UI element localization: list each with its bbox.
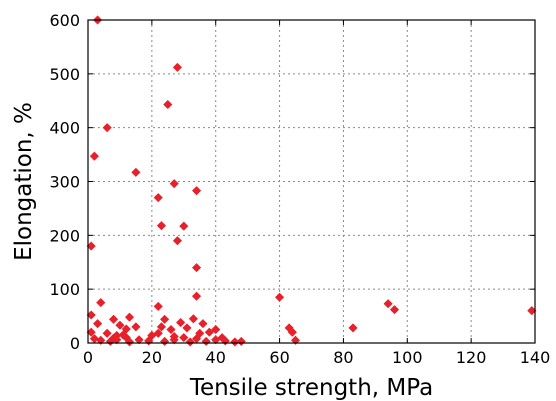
data-point: [182, 323, 192, 333]
y-tick-label: 0: [70, 334, 80, 353]
data-point: [191, 291, 202, 301]
data-point: [159, 314, 170, 324]
data-point: [102, 123, 112, 133]
axis-ticks: [87, 19, 536, 344]
y-tick-label: 600: [49, 11, 80, 30]
data-point: [236, 336, 246, 347]
data-point: [89, 151, 100, 161]
data-point: [191, 185, 202, 196]
data-point: [198, 318, 208, 329]
x-tick-labels: 0 20 40 60 80 100 120 140: [83, 348, 550, 367]
x-tick-label: 140: [520, 348, 551, 367]
x-tick-label: 60: [269, 348, 289, 367]
data-point: [188, 314, 199, 324]
y-tick-labels: 0 100 200 300 400 500 600: [49, 11, 80, 353]
x-tick-label: 0: [83, 348, 93, 367]
data-point: [169, 178, 179, 189]
data-point: [92, 318, 103, 329]
data-point: [131, 167, 141, 178]
plot-frame: [87, 19, 536, 344]
data-point: [211, 324, 221, 335]
data-point: [274, 292, 285, 302]
y-axis-title: Elongation, %: [11, 102, 37, 261]
data-point: [124, 337, 135, 347]
data-point: [169, 335, 179, 345]
data-point: [115, 320, 125, 330]
data-point: [175, 317, 186, 328]
x-axis-title: Tensile strength, MPa: [189, 375, 433, 401]
data-point: [290, 335, 301, 345]
data-point: [383, 299, 393, 309]
y-tick-label: 400: [49, 119, 80, 138]
data-point: [211, 335, 221, 345]
data-point: [204, 327, 214, 337]
data-point: [179, 332, 189, 343]
y-tick-label: 100: [49, 280, 80, 299]
data-point: [348, 323, 358, 333]
data-point: [124, 312, 135, 322]
data-point: [153, 192, 163, 203]
data-points: [86, 15, 537, 347]
data-point: [191, 262, 202, 273]
data-point: [131, 322, 141, 332]
data-point: [96, 297, 106, 308]
y-tick-label: 500: [49, 65, 80, 84]
data-point: [96, 335, 106, 345]
data-point: [201, 336, 211, 347]
data-point: [287, 327, 297, 337]
data-point: [156, 322, 167, 332]
x-tick-label: 40: [206, 348, 226, 367]
data-point: [153, 328, 163, 338]
x-tick-label: 100: [392, 348, 423, 367]
data-point: [166, 324, 176, 335]
data-point: [179, 221, 189, 231]
grid-lines: [88, 20, 535, 343]
data-point: [389, 304, 400, 315]
y-tick-label: 300: [49, 173, 80, 192]
data-point: [108, 314, 119, 324]
data-point: [172, 62, 183, 73]
data-point: [102, 328, 112, 338]
data-point: [134, 335, 144, 345]
x-tick-label: 80: [333, 348, 353, 367]
data-point: [163, 99, 173, 110]
x-tick-label: 20: [142, 348, 162, 367]
data-point: [172, 236, 183, 246]
data-point: [156, 220, 167, 231]
data-point: [185, 337, 195, 347]
y-tick-label: 200: [49, 226, 80, 245]
x-tick-label: 120: [456, 348, 487, 367]
data-point: [153, 301, 163, 312]
data-point: [159, 336, 170, 347]
